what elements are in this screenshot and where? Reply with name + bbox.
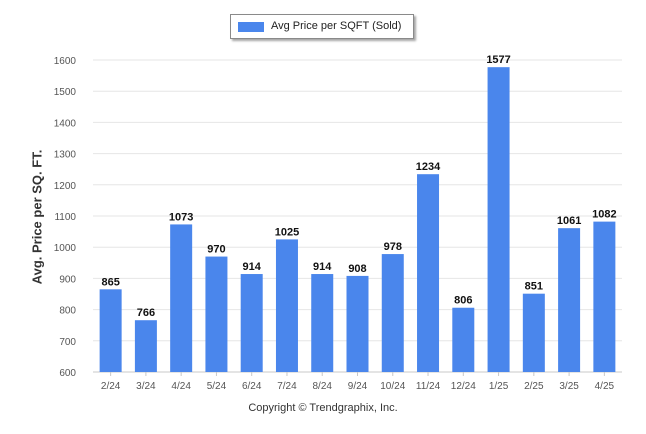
bar	[452, 307, 475, 372]
legend-label: Avg Price per SQFT (Sold)	[271, 20, 402, 32]
bar-value-label: 978	[384, 241, 402, 253]
bar	[205, 256, 228, 372]
y-tick-label: 1400	[54, 118, 77, 129]
bar	[311, 274, 334, 372]
x-tick-label: 11/24	[416, 381, 441, 392]
bar-value-label: 914	[243, 261, 262, 273]
bar-value-label: 970	[207, 244, 225, 256]
y-tick-label: 1100	[54, 212, 76, 223]
bar	[134, 320, 157, 372]
x-tick-label: 1/25	[489, 381, 509, 392]
x-tick-label: 4/24	[171, 381, 191, 392]
bar	[593, 221, 616, 372]
x-tick-label: 12/24	[451, 381, 476, 392]
x-tick-label: 4/25	[595, 381, 615, 392]
x-tick-label: 3/25	[559, 381, 579, 392]
y-tick-label: 1300	[54, 150, 77, 161]
bar-value-label: 851	[525, 281, 543, 293]
legend-swatch	[238, 22, 264, 32]
bar	[522, 293, 545, 372]
copyright-footer: Copyright © Trendgraphix, Inc.	[248, 402, 398, 414]
y-tick-label: 700	[59, 337, 76, 348]
bar	[346, 275, 369, 372]
bar	[487, 67, 510, 373]
y-tick-label: 600	[59, 368, 76, 379]
x-tick-label: 2/25	[524, 381, 544, 392]
legend: Avg Price per SQFT (Sold)	[230, 14, 414, 39]
bar-value-label: 1073	[169, 211, 193, 223]
x-tick-label: 2/24	[101, 381, 121, 392]
bar	[558, 228, 581, 372]
x-tick-label: 9/24	[348, 381, 368, 392]
bar	[99, 289, 122, 372]
x-tick-label: 7/24	[277, 381, 297, 392]
bar-value-label: 1577	[486, 54, 510, 66]
y-tick-label: 800	[59, 306, 76, 317]
bar-value-label: 1234	[416, 161, 441, 173]
bar	[275, 239, 298, 372]
bar-value-label: 908	[348, 263, 366, 275]
x-tick-label: 6/24	[242, 381, 262, 392]
x-tick-label: 10/24	[380, 381, 405, 392]
bar-value-label: 914	[313, 261, 332, 273]
x-tick-label: 5/24	[207, 381, 227, 392]
bar	[240, 274, 263, 372]
y-tick-label: 1500	[54, 87, 77, 98]
bar	[417, 174, 440, 372]
bar	[170, 224, 193, 372]
x-tick-label: 8/24	[312, 381, 332, 392]
bar-value-label: 1061	[557, 215, 581, 227]
bar-value-label: 865	[101, 276, 119, 288]
y-tick-label: 1600	[54, 56, 77, 67]
y-tick-label: 900	[59, 274, 76, 285]
y-axis-title-text: Avg. Price per SQ. FT.	[29, 149, 45, 285]
y-tick-label: 1200	[54, 181, 77, 192]
y-tick-label: 1000	[54, 243, 77, 254]
bar-value-label: 766	[137, 307, 155, 319]
bar	[381, 254, 404, 372]
bar-value-label: 1082	[592, 209, 616, 221]
bar-value-label: 1025	[275, 226, 299, 238]
bar-value-label: 806	[454, 295, 472, 307]
x-tick-label: 3/24	[136, 381, 156, 392]
